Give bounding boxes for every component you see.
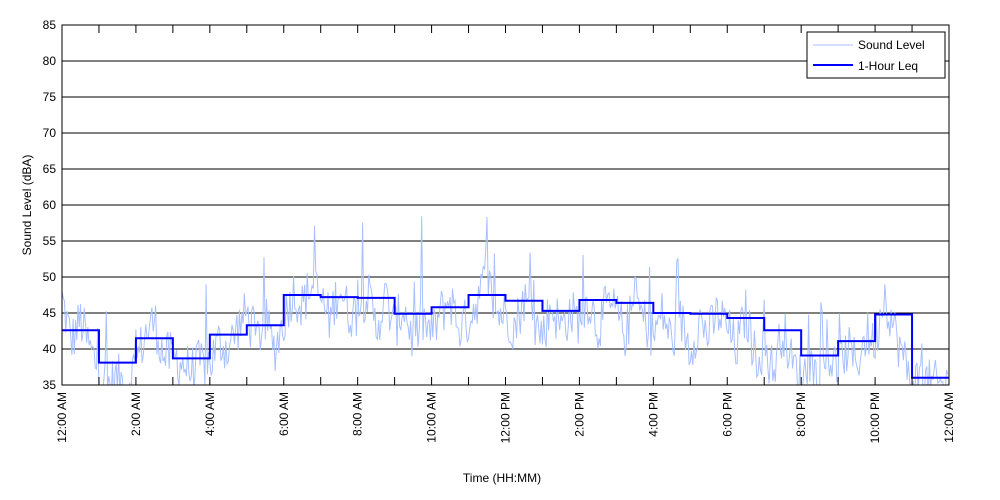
x-tick-label: 10:00 PM [868,392,882,443]
x-tick-label: 8:00 PM [794,392,808,437]
x-tick-label: 12:00 PM [499,392,513,443]
x-tick-label: 12:00 AM [55,392,69,443]
x-tick-label: 6:00 AM [277,392,291,436]
y-tick-label: 80 [43,54,57,68]
y-tick-label: 40 [43,342,57,356]
y-tick-label: 45 [43,306,57,320]
y-tick-label: 65 [43,162,57,176]
x-axis-label: Time (HH:MM) [463,471,541,485]
y-tick-label: 75 [43,90,57,104]
x-tick-label: 4:00 AM [203,392,217,436]
x-tick-label: 2:00 PM [572,392,586,437]
legend-label-sound-level: Sound Level [858,38,925,52]
x-tick-label: 6:00 PM [720,392,734,437]
x-tick-label: 2:00 AM [129,392,143,436]
x-tick-label: 4:00 PM [646,392,660,437]
x-tick-label: 12:00 AM [942,392,956,443]
legend: Sound Level 1-Hour Leq [806,31,946,79]
y-axis-label: Sound Level (dBA) [20,155,34,256]
y-tick-label: 60 [43,198,57,212]
y-tick-label: 50 [43,270,57,284]
legend-label-leq: 1-Hour Leq [858,59,918,73]
y-tick-label: 85 [43,18,57,32]
y-tick-label: 55 [43,234,57,248]
y-tick-label: 70 [43,126,57,140]
leq-step-line [62,294,949,379]
x-tick-label: 10:00 AM [425,392,439,443]
y-tick-label: 35 [43,378,57,392]
x-tick-label: 8:00 AM [351,392,365,436]
